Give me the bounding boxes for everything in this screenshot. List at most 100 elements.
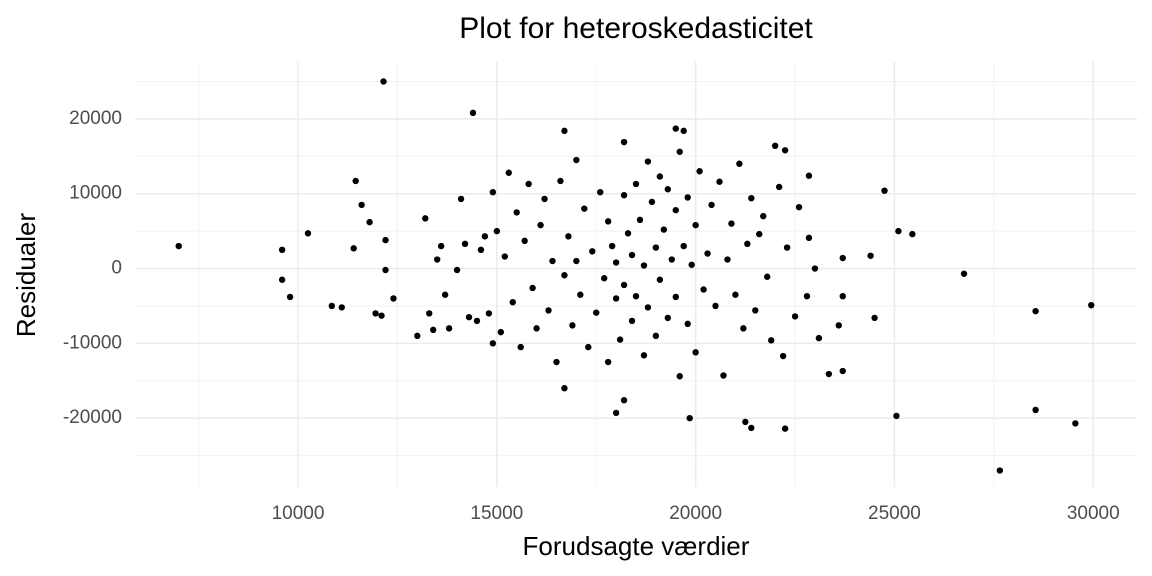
point	[652, 244, 660, 251]
point	[600, 275, 608, 282]
point	[742, 418, 749, 426]
point	[350, 245, 357, 252]
x-tick-label: 15000	[470, 503, 523, 524]
point	[688, 261, 695, 268]
point	[593, 309, 600, 316]
point	[779, 352, 787, 360]
point	[372, 310, 379, 317]
point	[795, 203, 803, 211]
point	[414, 332, 421, 340]
point	[871, 314, 878, 322]
point	[736, 160, 743, 167]
point	[573, 257, 580, 265]
point	[616, 336, 624, 343]
points	[175, 78, 1095, 474]
point	[521, 237, 528, 245]
point	[656, 173, 664, 180]
point	[422, 215, 429, 222]
point	[640, 352, 648, 359]
point	[501, 253, 508, 260]
point	[352, 177, 359, 185]
point	[1072, 420, 1079, 427]
point	[656, 276, 664, 283]
point	[652, 332, 660, 340]
point	[378, 312, 385, 319]
point	[811, 265, 819, 272]
point	[529, 284, 536, 292]
point	[608, 242, 616, 250]
point	[760, 212, 767, 220]
point	[1032, 307, 1039, 315]
point	[505, 169, 512, 176]
point	[636, 216, 644, 224]
point	[493, 227, 501, 235]
point	[481, 233, 489, 240]
point	[338, 304, 345, 311]
point	[660, 226, 668, 233]
point	[620, 281, 628, 289]
point	[573, 156, 580, 164]
point	[549, 257, 556, 265]
y-tick-label: 0	[111, 258, 122, 279]
point	[692, 221, 699, 229]
point	[771, 142, 779, 150]
point	[700, 286, 707, 293]
point	[909, 230, 916, 238]
point	[756, 230, 763, 238]
point	[680, 242, 687, 250]
point	[839, 254, 846, 262]
point	[672, 125, 679, 132]
point	[366, 218, 373, 226]
point	[589, 248, 596, 255]
point	[708, 201, 715, 209]
x-tick-label: 10000	[272, 503, 325, 524]
point	[557, 177, 564, 185]
point	[628, 317, 636, 325]
point	[604, 218, 612, 225]
point	[644, 304, 652, 311]
point	[781, 425, 789, 432]
point	[561, 127, 568, 135]
point	[473, 317, 481, 325]
point	[513, 209, 520, 216]
point	[585, 343, 592, 351]
point	[304, 230, 312, 237]
y-tick-label: -20000	[63, 407, 122, 428]
point	[382, 236, 389, 244]
point	[561, 272, 568, 279]
point	[960, 270, 968, 277]
point	[553, 358, 560, 366]
point	[465, 313, 473, 321]
point	[712, 302, 719, 310]
y-tick-label: 20000	[69, 108, 122, 129]
point	[720, 372, 727, 379]
point	[672, 206, 679, 214]
point	[445, 325, 453, 332]
point	[867, 252, 874, 259]
point	[686, 414, 693, 422]
point	[561, 385, 568, 392]
point	[740, 325, 747, 332]
y-axis-label: Residualer	[11, 213, 41, 338]
point	[612, 409, 620, 417]
point	[803, 292, 811, 300]
point	[457, 195, 465, 203]
point	[620, 191, 628, 199]
point	[791, 313, 799, 320]
point	[541, 195, 548, 203]
point	[628, 251, 636, 259]
point	[805, 172, 813, 179]
point	[996, 467, 1004, 474]
point	[509, 298, 516, 306]
point	[469, 109, 477, 117]
point	[893, 412, 900, 420]
point	[517, 343, 524, 351]
point	[748, 194, 755, 202]
point	[620, 397, 628, 404]
point	[676, 148, 683, 155]
point	[497, 328, 505, 336]
point	[696, 168, 703, 175]
point	[382, 266, 389, 274]
point	[430, 326, 437, 334]
point	[485, 310, 493, 317]
